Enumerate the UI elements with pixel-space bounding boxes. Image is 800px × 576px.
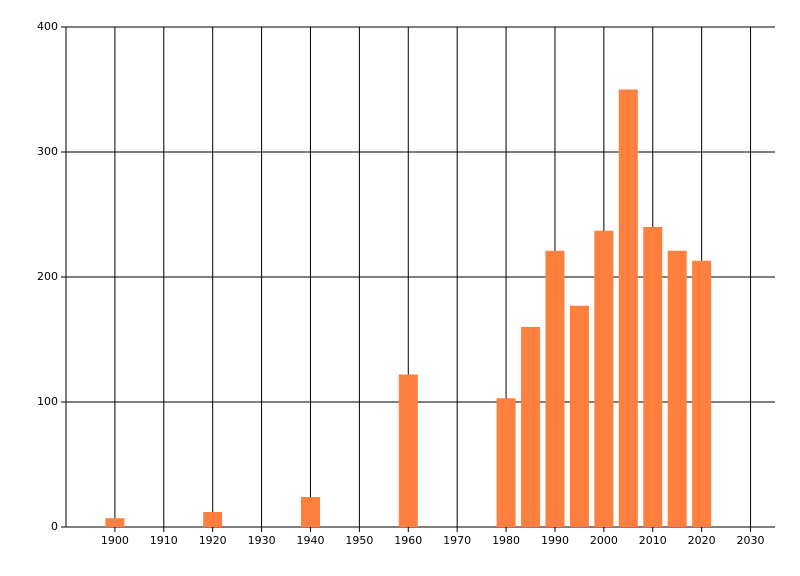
x-tick-label: 1990 <box>541 534 569 547</box>
bar <box>105 518 125 527</box>
bar <box>496 398 516 527</box>
x-tick-label: 2010 <box>639 534 667 547</box>
bar <box>692 260 712 527</box>
y-tick-label: 0 <box>51 520 58 533</box>
bar <box>594 230 614 527</box>
y-tick-label: 300 <box>37 145 58 158</box>
x-tick-label: 1980 <box>492 534 520 547</box>
bar <box>300 497 320 527</box>
bar <box>569 305 589 527</box>
bar <box>618 89 638 527</box>
x-tick-label: 1940 <box>296 534 324 547</box>
x-tick-label: 2000 <box>590 534 618 547</box>
x-tick-label: 1930 <box>248 534 276 547</box>
bar <box>203 512 223 527</box>
bar <box>667 250 687 527</box>
x-tick-label: 1900 <box>101 534 129 547</box>
bar <box>521 327 541 527</box>
x-tick-label: 2020 <box>688 534 716 547</box>
y-tick-label: 100 <box>37 395 58 408</box>
bar <box>545 250 565 527</box>
x-tick-label: 2030 <box>737 534 765 547</box>
bar <box>643 227 663 527</box>
bar <box>398 374 418 527</box>
x-tick-label: 1920 <box>199 534 227 547</box>
y-tick-label: 400 <box>37 20 58 33</box>
x-tick-label: 1970 <box>443 534 471 547</box>
x-tick-label: 1910 <box>150 534 178 547</box>
x-tick-label: 1960 <box>394 534 422 547</box>
x-tick-label: 1950 <box>345 534 373 547</box>
y-tick-label: 200 <box>37 270 58 283</box>
